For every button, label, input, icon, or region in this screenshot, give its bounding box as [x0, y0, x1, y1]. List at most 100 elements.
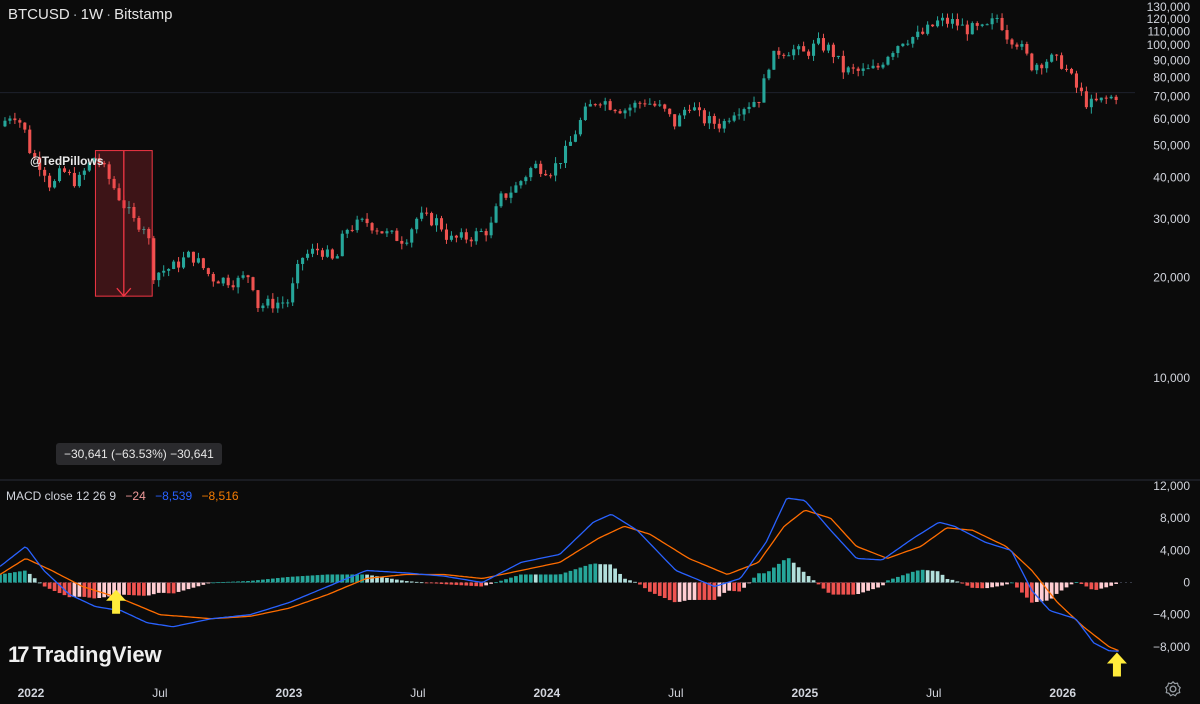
separator: ·: [72, 6, 78, 23]
candle-body: [420, 212, 424, 219]
histogram-bar: [692, 582, 697, 600]
candle-body: [1089, 98, 1093, 108]
chart-header[interactable]: BTCUSD · 1W · Bitstamp: [8, 6, 173, 23]
candle-body: [658, 104, 662, 106]
histogram-bar: [77, 582, 82, 597]
candle-body: [449, 235, 453, 240]
candle-body: [370, 223, 374, 231]
candle-body: [291, 283, 295, 303]
tradingview-logo[interactable]: 17 TradingView: [8, 642, 162, 668]
candle-body: [891, 53, 895, 57]
candle-body: [772, 50, 776, 70]
histogram-bar: [826, 582, 831, 593]
candle-body: [653, 103, 657, 106]
histogram-bar: [181, 582, 186, 591]
interval-label[interactable]: 1W: [80, 6, 104, 23]
histogram-bar: [801, 571, 806, 583]
price-tick-label: 70,000: [1153, 90, 1190, 104]
candle-body: [613, 109, 617, 112]
histogram-bar: [112, 582, 116, 596]
candle-body: [807, 51, 811, 56]
candle-body: [152, 238, 156, 281]
candle-body: [1079, 87, 1083, 92]
histogram-bar: [132, 582, 136, 596]
candle-body: [950, 19, 954, 24]
candle-body: [623, 110, 627, 114]
histogram-bar: [519, 574, 523, 583]
candle-body: [514, 185, 518, 193]
histogram-bar: [846, 582, 851, 595]
histogram-bar: [965, 582, 970, 586]
candle-body: [43, 169, 47, 176]
macd-tick-label: 4,000: [1160, 543, 1190, 557]
candle-body: [385, 231, 389, 234]
histogram-bar: [598, 564, 603, 583]
macd-legend[interactable]: MACD close 12 26 9 −24 −8,539 −8,516: [6, 489, 245, 503]
candle-body: [539, 163, 543, 174]
histogram-bar: [633, 581, 637, 583]
histogram-bar: [1029, 582, 1034, 603]
macd-signal-value: −8,516: [201, 489, 239, 503]
author-watermark: @TedPillows: [30, 154, 104, 168]
histogram-bar: [1099, 582, 1104, 589]
candle-body: [881, 64, 885, 68]
separator: ·: [106, 6, 112, 23]
candle-body: [157, 272, 161, 281]
candle-body: [529, 168, 533, 178]
histogram-bar: [171, 582, 176, 594]
histogram-bar: [831, 582, 836, 595]
candle-body: [896, 46, 900, 54]
histogram-bar: [523, 574, 528, 583]
histogram-bar: [737, 582, 741, 592]
histogram-bar: [747, 582, 751, 584]
candle-body: [474, 231, 478, 242]
histogram-bar: [1084, 582, 1089, 587]
histogram-bar: [752, 577, 756, 583]
histogram-bar: [995, 582, 999, 587]
gear-icon[interactable]: [1164, 680, 1182, 698]
measure-arrow-head: [116, 287, 132, 298]
candle-body: [861, 68, 865, 71]
candle-body: [315, 248, 320, 251]
candle-body: [112, 178, 116, 189]
candle-body: [797, 46, 801, 50]
candle-body: [13, 118, 17, 121]
candle-body: [856, 68, 860, 71]
candle-body: [256, 290, 260, 309]
histogram-bar: [17, 571, 22, 583]
candle-body: [211, 273, 215, 282]
histogram-bar: [836, 582, 841, 595]
histogram-bar: [479, 582, 484, 587]
candle-body: [226, 277, 230, 286]
candle-body: [1015, 44, 1019, 47]
candle-body: [494, 206, 498, 223]
histogram-bar: [871, 582, 875, 590]
histogram-bar: [945, 579, 950, 583]
candle-body: [722, 121, 726, 129]
histogram-bar: [905, 573, 910, 583]
histogram-bar: [409, 581, 414, 583]
candle-body: [836, 55, 840, 58]
histogram-bar: [67, 582, 72, 598]
candle-body: [33, 153, 37, 158]
candle-body: [191, 251, 196, 263]
candle-body: [633, 102, 637, 108]
histogram-bar: [251, 580, 255, 583]
histogram-bar: [27, 573, 32, 583]
histogram-bar: [22, 570, 27, 583]
histogram-bar: [1024, 582, 1029, 598]
histogram-bar: [742, 582, 746, 588]
time-tick-label: 2024: [534, 686, 561, 700]
candle-body: [296, 263, 300, 284]
candle-body: [568, 141, 573, 146]
histogram-bar: [707, 582, 712, 600]
price-tick-label: 100,000: [1147, 38, 1191, 52]
candle-body: [712, 116, 716, 124]
candle-body: [3, 120, 7, 127]
symbol-label[interactable]: BTCUSD: [8, 6, 70, 23]
candle-body: [97, 158, 101, 163]
candle-body: [469, 239, 473, 242]
histogram-bar: [429, 582, 434, 584]
candle-body: [762, 78, 766, 103]
